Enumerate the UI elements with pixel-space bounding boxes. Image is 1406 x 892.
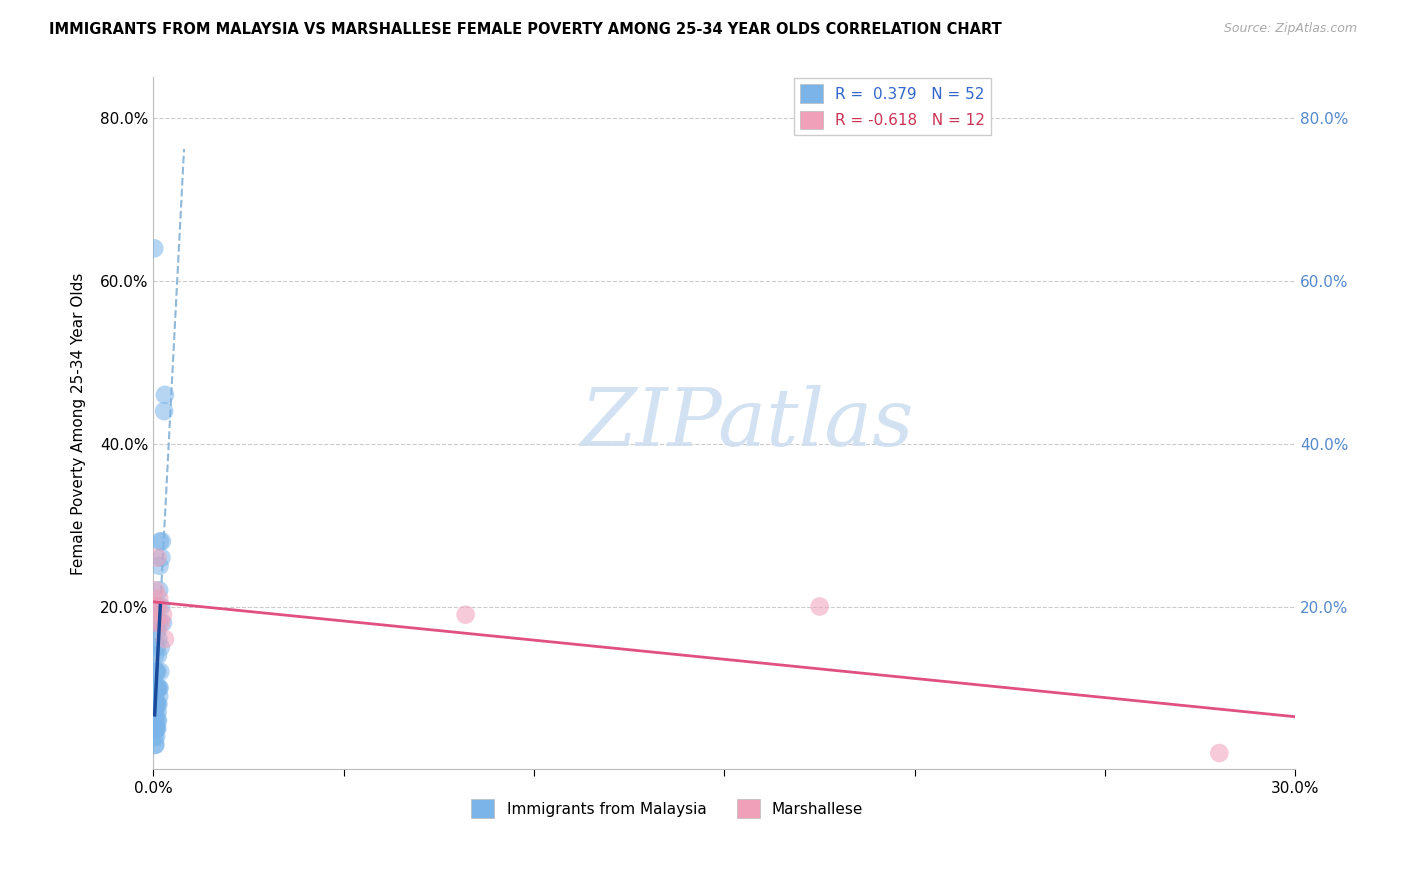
Point xyxy=(145,738,167,752)
Point xyxy=(149,665,172,679)
Point xyxy=(148,583,170,598)
Point xyxy=(150,599,173,614)
Legend: Immigrants from Malaysia, Marshallese: Immigrants from Malaysia, Marshallese xyxy=(465,793,869,824)
Point xyxy=(145,722,167,736)
Point xyxy=(153,632,176,646)
Point xyxy=(148,697,170,711)
Point xyxy=(143,714,166,728)
Point xyxy=(146,665,169,679)
Point xyxy=(146,648,169,663)
Point xyxy=(146,722,169,736)
Point xyxy=(146,706,169,720)
Point xyxy=(146,681,169,695)
Point xyxy=(145,706,167,720)
Text: IMMIGRANTS FROM MALAYSIA VS MARSHALLESE FEMALE POVERTY AMONG 25-34 YEAR OLDS COR: IMMIGRANTS FROM MALAYSIA VS MARSHALLESE … xyxy=(49,22,1002,37)
Point xyxy=(145,640,167,655)
Point xyxy=(146,599,169,614)
Point xyxy=(145,714,167,728)
Point xyxy=(145,681,167,695)
Point xyxy=(808,599,831,614)
Point xyxy=(152,615,174,630)
Point xyxy=(146,599,169,614)
Point xyxy=(145,665,167,679)
Point xyxy=(149,640,172,655)
Point xyxy=(143,697,166,711)
Text: ZIPatlas: ZIPatlas xyxy=(581,384,914,462)
Point xyxy=(145,697,167,711)
Point xyxy=(146,714,169,728)
Text: Source: ZipAtlas.com: Source: ZipAtlas.com xyxy=(1223,22,1357,36)
Point xyxy=(143,706,166,720)
Point xyxy=(145,648,167,663)
Point xyxy=(454,607,477,622)
Point xyxy=(148,591,170,606)
Point xyxy=(145,722,167,736)
Point xyxy=(146,714,169,728)
Point xyxy=(143,599,166,614)
Point xyxy=(149,534,172,549)
Point xyxy=(145,730,167,744)
Point xyxy=(143,738,166,752)
Point xyxy=(143,241,166,255)
Point xyxy=(145,681,167,695)
Point xyxy=(150,615,173,630)
Point xyxy=(1208,746,1230,760)
Point xyxy=(153,388,176,402)
Point xyxy=(145,722,167,736)
Point xyxy=(143,689,166,703)
Point xyxy=(148,689,170,703)
Point xyxy=(148,615,170,630)
Point xyxy=(143,722,166,736)
Point xyxy=(146,697,169,711)
Point xyxy=(150,550,173,565)
Point xyxy=(146,550,169,565)
Point xyxy=(143,730,166,744)
Point xyxy=(148,681,170,695)
Point xyxy=(148,681,170,695)
Point xyxy=(153,404,176,418)
Point xyxy=(143,722,166,736)
Point xyxy=(148,558,170,573)
Point xyxy=(145,615,167,630)
Point xyxy=(150,534,173,549)
Point xyxy=(145,665,167,679)
Point xyxy=(146,624,169,638)
Y-axis label: Female Poverty Among 25-34 Year Olds: Female Poverty Among 25-34 Year Olds xyxy=(72,272,86,574)
Point xyxy=(146,681,169,695)
Point xyxy=(148,632,170,646)
Point xyxy=(145,697,167,711)
Point xyxy=(145,583,167,598)
Point xyxy=(152,607,174,622)
